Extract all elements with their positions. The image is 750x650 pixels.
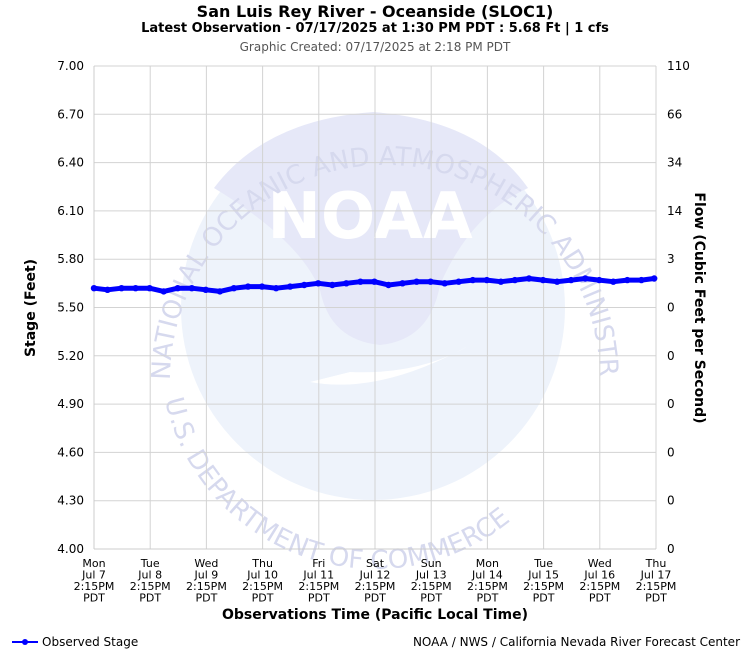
x-tick-label: Mon Jul 7 2:15PM PDT	[74, 557, 115, 605]
noaa-logo-text: NOAA	[267, 180, 473, 254]
data-point	[174, 285, 181, 292]
data-point	[343, 280, 350, 287]
y-tick-label: 4.30	[57, 494, 84, 508]
data-point	[469, 276, 476, 284]
data-point	[385, 281, 392, 289]
x-tick-label: Wed Jul 9 2:15PM PDT	[186, 557, 227, 605]
data-point	[132, 285, 139, 292]
data-point	[272, 285, 280, 292]
chart-title: San Luis Rey River - Oceanside (SLOC1)	[196, 2, 554, 21]
data-point	[90, 285, 98, 292]
data-point	[216, 288, 224, 295]
data-point	[567, 276, 575, 284]
y2-tick-label: 34	[667, 156, 682, 170]
legend: Observed Stage	[12, 635, 138, 649]
graphic-created: Graphic Created: 07/17/2025 at 2:18 PM P…	[239, 40, 511, 54]
data-point	[301, 281, 308, 289]
data-point	[525, 275, 533, 282]
y-tick-label: 4.00	[57, 542, 84, 556]
data-point	[582, 275, 589, 282]
data-point	[427, 278, 434, 285]
watermark-bird	[214, 112, 528, 345]
credit: NOAA / NWS / California Nevada River For…	[412, 635, 740, 649]
data-point	[286, 283, 294, 290]
data-point	[483, 276, 490, 284]
legend-line-icon	[12, 636, 38, 648]
y-tick-label: 4.90	[57, 397, 84, 411]
y2-tick-label: 66	[667, 107, 682, 121]
y-tick-label: 5.20	[57, 349, 84, 363]
data-point	[202, 286, 209, 293]
data-point	[539, 276, 547, 284]
y2-tick-label: 3	[667, 252, 675, 266]
data-point	[651, 275, 658, 282]
data-point	[497, 278, 505, 285]
y2-tick-label: 0	[667, 445, 675, 459]
data-point	[413, 278, 420, 285]
y-tick-label: 6.70	[57, 107, 84, 121]
data-point	[230, 285, 238, 292]
y-tick-label: 6.40	[57, 156, 84, 170]
y2-tick-label: 0	[667, 349, 675, 363]
data-point	[118, 285, 125, 292]
data-point	[104, 286, 111, 293]
data-point	[399, 280, 406, 287]
x-tick-label: Sun Jul 13 2:15PM PDT	[411, 557, 452, 605]
x-tick-label: Sat Jul 12 2:15PM PDT	[355, 557, 396, 605]
axes: 7.00 110 6.70 66 6.40 34 6.10 14 5.80 3 5.50 0 5.20 0…	[57, 59, 690, 605]
watermark-wave	[310, 345, 470, 385]
x-tick-label: Wed Jul 16 2:15PM PDT	[579, 557, 620, 605]
y-tick-label: 5.80	[57, 252, 84, 266]
x-tick-label: Mon Jul 14 2:15PM PDT	[467, 557, 508, 605]
y-tick-label: 7.00	[57, 59, 84, 73]
data-point	[596, 276, 603, 284]
data-point	[624, 276, 631, 284]
y2-tick-label: 0	[667, 397, 675, 411]
y-tick-label: 4.60	[57, 445, 84, 459]
data-point	[371, 278, 378, 285]
series	[90, 275, 658, 295]
y2-axis-label: Flow (Cubic Feet per Second)	[691, 192, 707, 424]
data-point	[160, 288, 167, 295]
y2-tick-label: 0	[667, 301, 675, 315]
data-point	[188, 285, 195, 292]
data-point	[329, 281, 336, 289]
data-point	[244, 283, 252, 290]
x-tick-label: Thu Jul 10 2:15PM PDT	[242, 557, 283, 605]
data-point	[455, 278, 462, 285]
data-point	[610, 278, 617, 285]
legend-label: Observed Stage	[42, 635, 139, 649]
y2-tick-label: 0	[667, 494, 675, 508]
y-tick-label: 6.10	[57, 204, 84, 218]
data-point	[357, 278, 364, 285]
x-tick-label: Tue Jul 15 2:15PM PDT	[523, 557, 564, 605]
data-point	[315, 280, 322, 287]
data-point	[511, 276, 519, 284]
y-tick-label: 5.50	[57, 301, 84, 315]
latest-observation: Latest Observation - 07/17/2025 at 1:30 …	[141, 21, 609, 36]
data-point	[441, 280, 448, 287]
x-tick-label: Thu Jul 17 2:15PM PDT	[636, 557, 677, 605]
data-point	[146, 285, 153, 292]
y-axis-label: Stage (Feet)	[23, 258, 39, 358]
data-point	[553, 278, 561, 285]
y2-tick-label: 0	[667, 542, 675, 556]
x-axis-label: Observations Time (Pacific Local Time)	[222, 607, 528, 623]
data-point	[258, 283, 266, 290]
x-tick-label: Tue Jul 8 2:15PM PDT	[130, 557, 171, 605]
y2-tick-label: 14	[667, 204, 682, 218]
y2-tick-label: 110	[667, 59, 690, 73]
grid	[93, 65, 657, 550]
data-point	[638, 276, 645, 284]
x-tick-label: Fri Jul 11 2:15PM PDT	[298, 557, 339, 605]
